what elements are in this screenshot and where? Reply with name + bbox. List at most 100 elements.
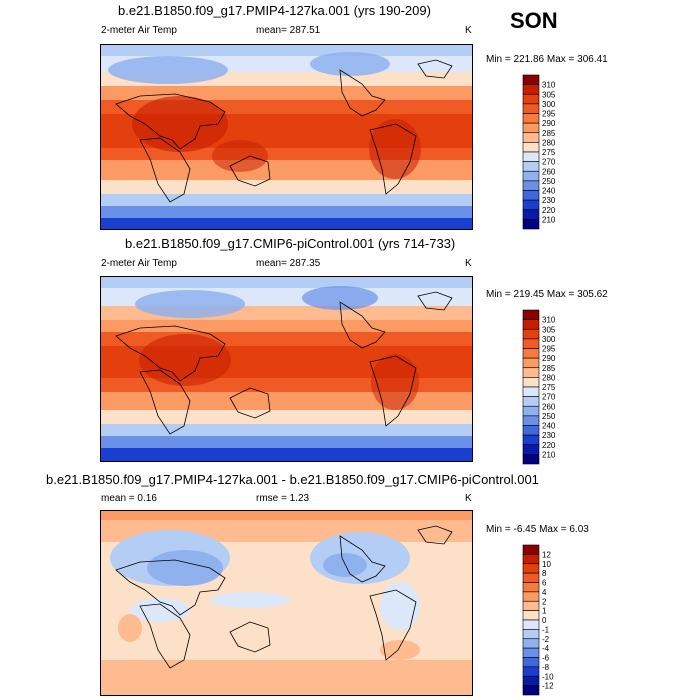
panel-3-minmax-label: Min = -6.45 Max = 6.03 <box>486 524 589 535</box>
colorbar-tick-label: 260 <box>542 167 556 176</box>
colorbar-box <box>522 619 540 630</box>
colorbar-tick-label: -4 <box>542 644 550 653</box>
colorbar-box <box>522 610 540 621</box>
season-label: SON <box>510 8 558 33</box>
panel-1-title: b.e21.B1850.f09_g17.PMIP4-127ka.001 (yrs… <box>118 3 431 18</box>
colorbar-tick-label: -12 <box>542 682 554 691</box>
colorbar-box <box>522 142 540 153</box>
colorbar-box <box>522 582 540 593</box>
colorbar-tick-label: 310 <box>542 316 556 325</box>
colorbar-tick-label: 12 <box>542 550 551 559</box>
colorbar-tick-label: 300 <box>542 335 556 344</box>
colorbar-box <box>522 209 540 220</box>
colorbar-box <box>522 444 540 455</box>
panel-2-units-label: K <box>465 258 472 269</box>
colorbar-box <box>522 591 540 602</box>
colorbar-tick-label: 4 <box>542 588 547 597</box>
panel-3-title: b.e21.B1850.f09_g17.PMIP4-127ka.001 - b.… <box>46 472 539 487</box>
colorbar-tick-label: 8 <box>542 569 547 578</box>
colorbar-tick-label: -10 <box>542 672 554 681</box>
panel-2-coastlines <box>115 291 453 435</box>
colorbar-tick-label: 210 <box>542 215 556 224</box>
colorbar-box <box>522 396 540 407</box>
colorbar-tick-label: 295 <box>542 345 556 354</box>
colorbar-box <box>522 386 540 397</box>
panel-3-units-label: K <box>465 493 472 504</box>
colorbar-tick-label: 270 <box>542 158 556 167</box>
panel-1-temperature-field <box>100 44 473 230</box>
panel-3-map-frame <box>100 510 473 696</box>
colorbar-tick-label: -1 <box>542 625 550 634</box>
colorbar-box <box>522 629 540 640</box>
colorbar-box <box>522 84 540 95</box>
panel-1-mean-label: mean= 287.51 <box>256 25 321 36</box>
panel-1-coastlines <box>115 59 453 203</box>
colorbar-box <box>522 161 540 172</box>
colorbar-tick-label: 240 <box>542 422 556 431</box>
panel-1-colorbar: 3103053002952902852802752702602502402302… <box>522 74 556 230</box>
colorbar-tick-label: 240 <box>542 187 556 196</box>
colorbar-box <box>522 319 540 330</box>
colorbar-box <box>522 180 540 191</box>
colorbar-box <box>522 434 540 446</box>
colorbar-box <box>522 544 540 555</box>
colorbar-tick-label: 0 <box>542 616 547 625</box>
colorbar-box <box>522 554 540 565</box>
panel-1-variable-label: 2-meter Air Temp <box>101 25 177 36</box>
colorbar-tick-label: 310 <box>542 81 556 90</box>
colorbar-box <box>522 122 540 134</box>
colorbar-box <box>522 357 540 369</box>
panel-2-colorbar: 3103053002952902852802752702602502402302… <box>522 309 556 465</box>
colorbar-tick-label: 270 <box>542 393 556 402</box>
panel-1-units-label: K <box>465 25 472 36</box>
colorbar-tick-label: 280 <box>542 138 556 147</box>
colorbar-tick-label: 6 <box>542 579 547 588</box>
colorbar-tick-label: -6 <box>542 654 550 663</box>
colorbar-tick-label: 275 <box>542 148 556 157</box>
panel-2-minmax-label: Min = 219.45 Max = 305.62 <box>486 289 608 300</box>
colorbar-tick-label: 220 <box>542 441 556 450</box>
panel-3-rmse-label: rmse = 1.23 <box>256 493 310 504</box>
panel-1-map-frame <box>100 44 473 230</box>
colorbar-tick-label: 305 <box>542 90 556 99</box>
panel-2-map <box>100 276 473 462</box>
colorbar-box <box>522 647 540 658</box>
colorbar-box <box>522 74 540 85</box>
panel-3-mean-label: mean = 0.16 <box>101 493 157 504</box>
colorbar-box <box>522 132 540 143</box>
colorbar-box <box>522 685 540 696</box>
colorbar-tick-label: 295 <box>542 110 556 119</box>
colorbar-box <box>522 666 540 677</box>
colorbar-tick-label: 10 <box>542 560 551 569</box>
colorbar-tick-label: 285 <box>542 129 556 138</box>
colorbar-tick-label: 260 <box>542 402 556 411</box>
colorbar-tick-label: 300 <box>542 100 556 109</box>
colorbar-box <box>522 113 540 124</box>
colorbar-box <box>522 199 540 211</box>
colorbar-tick-label: 250 <box>542 412 556 421</box>
panel-2-mean-label: mean= 287.35 <box>256 258 321 269</box>
colorbar-box <box>522 675 540 686</box>
colorbar-box <box>522 415 540 426</box>
colorbar-box <box>522 563 540 574</box>
panel-2-title: b.e21.B1850.f09_g17.CMIP6-piControl.001 … <box>125 236 456 251</box>
colorbar-box <box>522 377 540 388</box>
colorbar-box <box>522 151 540 162</box>
panel-2-temperature-field <box>100 276 473 462</box>
colorbar-tick-label: 220 <box>542 206 556 215</box>
colorbar-box <box>522 405 540 417</box>
panel-1-map <box>100 44 473 230</box>
colorbar-box <box>522 309 540 320</box>
colorbar-box <box>522 170 540 182</box>
colorbar-tick-label: 210 <box>542 450 556 459</box>
colorbar-box <box>522 328 540 340</box>
colorbar-tick-label: -2 <box>542 635 550 644</box>
colorbar-tick-label: 250 <box>542 177 556 186</box>
colorbar-tick-label: 305 <box>542 325 556 334</box>
colorbar-box <box>522 454 540 465</box>
colorbar-tick-label: 2 <box>542 597 547 606</box>
colorbar-tick-label: 230 <box>542 196 556 205</box>
colorbar-tick-label: -8 <box>542 663 550 672</box>
colorbar-box <box>522 600 540 611</box>
